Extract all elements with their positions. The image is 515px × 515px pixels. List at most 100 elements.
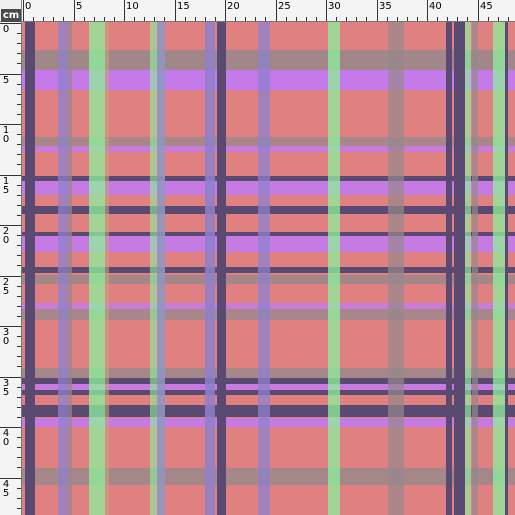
ruler-minor-tick: [17, 417, 21, 418]
ruler-minor-tick: [255, 17, 256, 21]
ruler-minor-tick: [185, 17, 186, 21]
ruler-minor-tick: [17, 286, 21, 287]
plaid-vertical-stripe: [205, 22, 215, 515]
plaid-vertical-stripe: [472, 22, 478, 515]
ruler-minor-tick: [53, 17, 54, 21]
ruler-minor-tick: [17, 205, 21, 206]
ruler-minor-tick: [457, 17, 458, 21]
ruler-major-tick: [0, 74, 21, 75]
ruler-minor-tick: [215, 17, 216, 21]
ruler-minor-tick: [265, 17, 266, 21]
ruler-minor-tick: [488, 17, 489, 21]
ruler-major-tick: [0, 23, 21, 24]
ruler-minor-tick: [17, 498, 21, 499]
ruler-minor-tick: [84, 17, 85, 21]
plaid-vertical-stripe: [388, 22, 404, 515]
ruler-major-tick: [175, 0, 176, 21]
ruler-minor-tick: [407, 17, 408, 21]
ruler-label: 0: [2, 24, 10, 35]
ruler-label: 15: [177, 1, 190, 12]
ruler-minor-tick: [205, 17, 206, 21]
ruler-label: 25: [278, 1, 291, 12]
ruler-minor-tick: [17, 84, 21, 85]
ruler-minor-tick: [17, 33, 21, 34]
ruler-minor-tick: [17, 437, 21, 438]
ruler-minor-tick: [447, 17, 448, 21]
ruler-minor-tick: [498, 17, 499, 21]
ruler-minor-tick: [17, 215, 21, 216]
plaid-vertical-stripe: [105, 22, 109, 515]
ruler-major-tick: [326, 0, 327, 21]
ruler-minor-tick: [144, 17, 145, 21]
ruler-minor-tick: [17, 94, 21, 95]
ruler-minor-tick: [17, 366, 21, 367]
ruler-major-tick: [0, 478, 21, 479]
ruler-minor-tick: [17, 447, 21, 448]
ruler-minor-tick: [164, 17, 165, 21]
ruler-minor-tick: [17, 306, 21, 307]
ruler-minor-tick: [63, 17, 64, 21]
ruler-corner[interactable]: cm: [0, 0, 22, 22]
ruler-major-tick: [0, 377, 21, 378]
ruler-minor-tick: [316, 17, 317, 21]
ruler-minor-tick: [366, 17, 367, 21]
ruler-label: 10: [126, 1, 139, 12]
ruler-minor-tick: [306, 17, 307, 21]
ruler-major-tick: [0, 276, 21, 277]
ruler-minor-tick: [397, 17, 398, 21]
ruler-minor-tick: [356, 17, 357, 21]
ruler-major-tick: [0, 225, 21, 226]
ruler-minor-tick: [17, 508, 21, 509]
ruler-minor-tick: [17, 164, 21, 165]
ruler-minor-tick: [17, 265, 21, 266]
ruler-label: 40: [429, 1, 442, 12]
ruler-label: 5: [2, 75, 10, 86]
ruler-minor-tick: [17, 356, 21, 357]
plaid-vertical-stripe: [465, 22, 471, 515]
ruler-minor-tick: [417, 17, 418, 21]
ruler-minor-tick: [33, 17, 34, 21]
ruler-minor-tick: [17, 104, 21, 105]
plaid-vertical-stripe: [217, 22, 226, 515]
ruler-minor-tick: [17, 457, 21, 458]
ruler-major-tick: [276, 0, 277, 21]
ruler-minor-tick: [17, 53, 21, 54]
ruler-minor-tick: [346, 17, 347, 21]
ruler-minor-tick: [336, 17, 337, 21]
ruler-label: 5: [76, 1, 83, 12]
ruler-unit-label[interactable]: cm: [1, 9, 21, 22]
ruler-minor-tick: [94, 17, 95, 21]
ruler-minor-tick: [17, 296, 21, 297]
ruler-major-tick: [377, 0, 378, 21]
ruler-minor-tick: [114, 17, 115, 21]
ruler-major-tick: [0, 326, 21, 327]
ruler-major-tick: [0, 175, 21, 176]
ruler-minor-tick: [17, 144, 21, 145]
plaid-vertical-stripe: [157, 22, 165, 515]
ruler-minor-tick: [17, 316, 21, 317]
plaid-vertical-stripe: [446, 22, 452, 515]
ruler-minor-tick: [17, 235, 21, 236]
ruler-label: 35: [379, 1, 392, 12]
ruler-major-tick: [124, 0, 125, 21]
plaid-pattern: [22, 22, 515, 515]
ruler-minor-tick: [235, 17, 236, 21]
ruler-major-tick: [0, 124, 21, 125]
ruler-label: 45: [480, 1, 493, 12]
ruler-minor-tick: [467, 17, 468, 21]
ruler-major-tick: [0, 427, 21, 428]
plaid-vertical-stripe: [25, 22, 35, 515]
plaid-vertical-stripe: [328, 22, 340, 515]
horizontal-ruler[interactable]: 0 5 10 15 20 25 30 35 40 45: [22, 0, 515, 22]
plaid-canvas[interactable]: [22, 22, 515, 515]
plaid-vertical-stripe: [258, 22, 270, 515]
plaid-vertical-stripe: [58, 22, 68, 515]
